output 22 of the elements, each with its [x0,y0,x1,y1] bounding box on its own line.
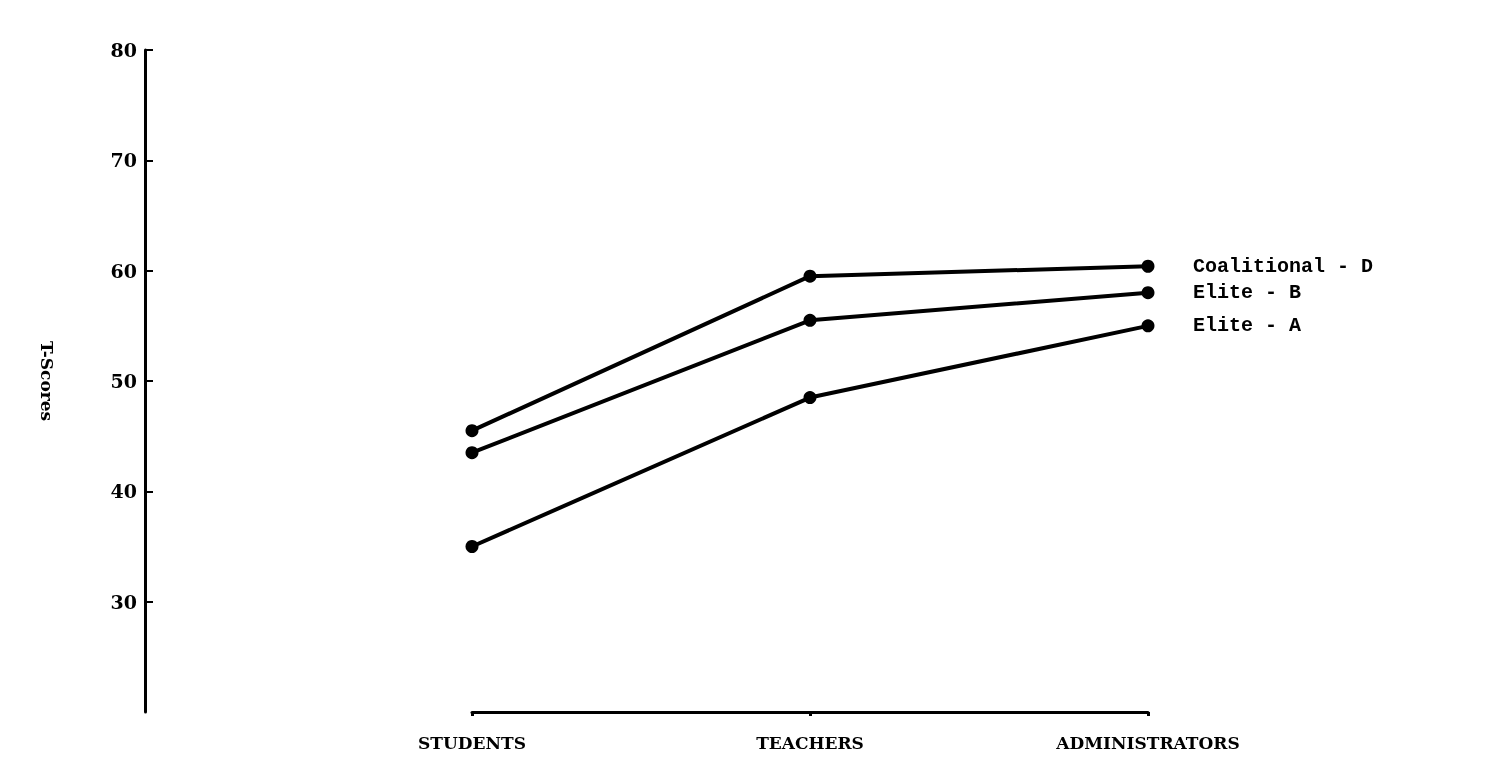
point [803,391,817,405]
x-tick-label: TEACHERS [756,732,864,753]
point [465,424,479,438]
y-axis-title: T-Scores [36,340,57,422]
y-tick-label: 40 [110,480,137,503]
series-label: Coalitional - D [1193,254,1374,278]
point [803,269,817,283]
point [465,540,479,553]
point [1141,286,1155,300]
y-tick-label: 70 [110,149,137,172]
y-tick-label: 30 [110,590,137,613]
y-tick-label: 60 [110,259,137,282]
point [1141,259,1155,273]
point [803,313,817,327]
series-label: Elite - A [1193,314,1302,338]
y-tick-label: 50 [110,370,137,392]
x-tick-label: STUDENTS [418,732,526,753]
x-tick-label: ADMINISTRATORS [1055,732,1240,753]
point [1141,319,1155,333]
series-label: Elite - B [1193,281,1302,305]
y-tick-label: 80 [110,39,137,61]
point [465,446,479,460]
